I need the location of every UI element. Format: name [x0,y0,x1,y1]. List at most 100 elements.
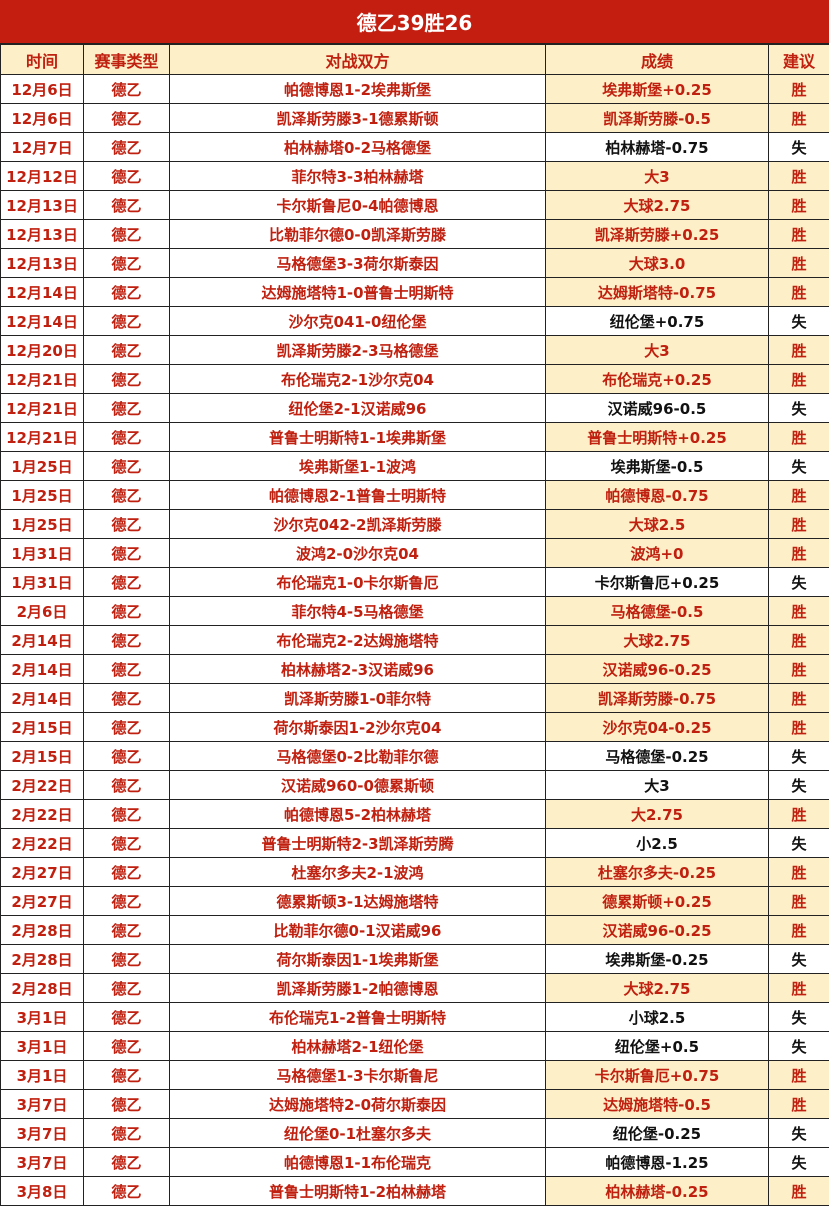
table-row: 12月14日 德乙 达姆施塔特1-0普鲁士明斯特 达姆斯塔特-0.75 胜 [0,277,829,307]
date-cell: 12月12日 [0,161,84,191]
table-row: 3月1日 德乙 布伦瑞克1-2普鲁士明斯特 小球2.5 失 [0,1002,829,1032]
verdict-cell: 胜 [768,1176,829,1206]
league-cell: 德乙 [83,712,170,742]
result-cell: 汉诺威96-0.5 [545,393,769,423]
date-cell: 12月6日 [0,74,84,104]
date-cell: 12月21日 [0,422,84,452]
result-cell: 凯泽斯劳滕-0.5 [545,103,769,133]
match-cell: 柏林赫塔2-1纽伦堡 [169,1031,546,1061]
league-cell: 德乙 [83,1176,170,1206]
result-cell: 埃弗斯堡-0.25 [545,944,769,974]
date-cell: 3月1日 [0,1060,84,1090]
date-cell: 1月25日 [0,509,84,539]
match-cell: 布伦瑞克2-2达姆施塔特 [169,625,546,655]
date-cell: 12月6日 [0,103,84,133]
date-cell: 2月22日 [0,828,84,858]
match-cell: 帕德博恩5-2柏林赫塔 [169,799,546,829]
result-cell: 卡尔斯鲁厄+0.25 [545,567,769,597]
result-cell: 达姆施塔特-0.5 [545,1089,769,1119]
table-row: 3月1日 德乙 马格德堡1-3卡尔斯鲁尼 卡尔斯鲁厄+0.75 胜 [0,1060,829,1090]
league-cell: 德乙 [83,1089,170,1119]
verdict-cell: 失 [768,944,829,974]
match-cell: 布伦瑞克1-0卡尔斯鲁厄 [169,567,546,597]
table-row: 12月6日 德乙 帕德博恩1-2埃弗斯堡 埃弗斯堡+0.25 胜 [0,74,829,104]
league-cell: 德乙 [83,683,170,713]
result-cell: 大球2.75 [545,973,769,1003]
table-row: 12月13日 德乙 马格德堡3-3荷尔斯泰因 大球3.0 胜 [0,248,829,278]
verdict-cell: 胜 [768,422,829,452]
result-cell: 大3 [545,161,769,191]
date-cell: 12月7日 [0,132,84,162]
result-cell: 小球2.5 [545,1002,769,1032]
header-league: 赛事类型 [83,44,170,75]
verdict-cell: 失 [768,1118,829,1148]
date-cell: 2月22日 [0,799,84,829]
match-cell: 凯泽斯劳滕3-1德累斯顿 [169,103,546,133]
match-cell: 菲尔特4-5马格德堡 [169,596,546,626]
league-cell: 德乙 [83,654,170,684]
verdict-cell: 失 [768,1147,829,1177]
match-cell: 达姆施塔特1-0普鲁士明斯特 [169,277,546,307]
date-cell: 2月14日 [0,654,84,684]
table-row: 2月15日 德乙 荷尔斯泰因1-2沙尔克04 沙尔克04-0.25 胜 [0,712,829,742]
date-cell: 12月14日 [0,277,84,307]
table-row: 3月7日 德乙 纽伦堡0-1杜塞尔多夫 纽伦堡-0.25 失 [0,1118,829,1148]
table-row: 12月13日 德乙 卡尔斯鲁尼0-4帕德博恩 大球2.75 胜 [0,190,829,220]
league-cell: 德乙 [83,393,170,423]
verdict-cell: 胜 [768,712,829,742]
match-cell: 达姆施塔特2-0荷尔斯泰因 [169,1089,546,1119]
header-date: 时间 [0,44,84,75]
header-result: 成绩 [545,44,769,75]
table-row: 12月13日 德乙 比勒菲尔德0-0凯泽斯劳滕 凯泽斯劳滕+0.25 胜 [0,219,829,249]
match-cell: 比勒菲尔德0-1汉诺威96 [169,915,546,945]
date-cell: 3月1日 [0,1002,84,1032]
league-cell: 德乙 [83,190,170,220]
date-cell: 3月7日 [0,1118,84,1148]
result-cell: 柏林赫塔-0.75 [545,132,769,162]
match-cell: 马格德堡1-3卡尔斯鲁尼 [169,1060,546,1090]
result-cell: 大3 [545,770,769,800]
table-row: 12月21日 德乙 纽伦堡2-1汉诺威96 汉诺威96-0.5 失 [0,393,829,423]
date-cell: 2月14日 [0,683,84,713]
result-cell: 帕德博恩-1.25 [545,1147,769,1177]
table-row: 2月15日 德乙 马格德堡0-2比勒菲尔德 马格德堡-0.25 失 [0,741,829,771]
match-cell: 荷尔斯泰因1-1埃弗斯堡 [169,944,546,974]
match-cell: 马格德堡0-2比勒菲尔德 [169,741,546,771]
match-cell: 菲尔特3-3柏林赫塔 [169,161,546,191]
date-cell: 1月25日 [0,480,84,510]
result-cell: 达姆斯塔特-0.75 [545,277,769,307]
result-cell: 大球2.75 [545,190,769,220]
header-match: 对战双方 [169,44,546,75]
table-row: 12月7日 德乙 柏林赫塔0-2马格德堡 柏林赫塔-0.75 失 [0,132,829,162]
result-cell: 德累斯顿+0.25 [545,886,769,916]
league-cell: 德乙 [83,625,170,655]
verdict-cell: 胜 [768,1089,829,1119]
table-row: 1月31日 德乙 波鸿2-0沙尔克04 波鸿+0 胜 [0,538,829,568]
verdict-cell: 胜 [768,799,829,829]
league-cell: 德乙 [83,248,170,278]
league-cell: 德乙 [83,857,170,887]
table-row: 2月14日 德乙 柏林赫塔2-3汉诺威96 汉诺威96-0.25 胜 [0,654,829,684]
result-cell: 帕德博恩-0.75 [545,480,769,510]
league-cell: 德乙 [83,770,170,800]
table-row: 3月7日 德乙 达姆施塔特2-0荷尔斯泰因 达姆施塔特-0.5 胜 [0,1089,829,1119]
match-cell: 帕德博恩1-1布伦瑞克 [169,1147,546,1177]
result-cell: 大2.75 [545,799,769,829]
date-cell: 2月22日 [0,770,84,800]
date-cell: 12月13日 [0,219,84,249]
match-cell: 荷尔斯泰因1-2沙尔克04 [169,712,546,742]
date-cell: 2月15日 [0,712,84,742]
match-cell: 布伦瑞克1-2普鲁士明斯特 [169,1002,546,1032]
league-cell: 德乙 [83,74,170,104]
date-cell: 2月14日 [0,625,84,655]
league-cell: 德乙 [83,335,170,365]
verdict-cell: 胜 [768,857,829,887]
league-cell: 德乙 [83,799,170,829]
verdict-cell: 胜 [768,161,829,191]
verdict-cell: 胜 [768,886,829,916]
match-cell: 沙尔克042-2凯泽斯劳滕 [169,509,546,539]
verdict-cell: 失 [768,770,829,800]
verdict-cell: 胜 [768,596,829,626]
table-row: 2月27日 德乙 杜塞尔多夫2-1波鸿 杜塞尔多夫-0.25 胜 [0,857,829,887]
verdict-cell: 胜 [768,219,829,249]
